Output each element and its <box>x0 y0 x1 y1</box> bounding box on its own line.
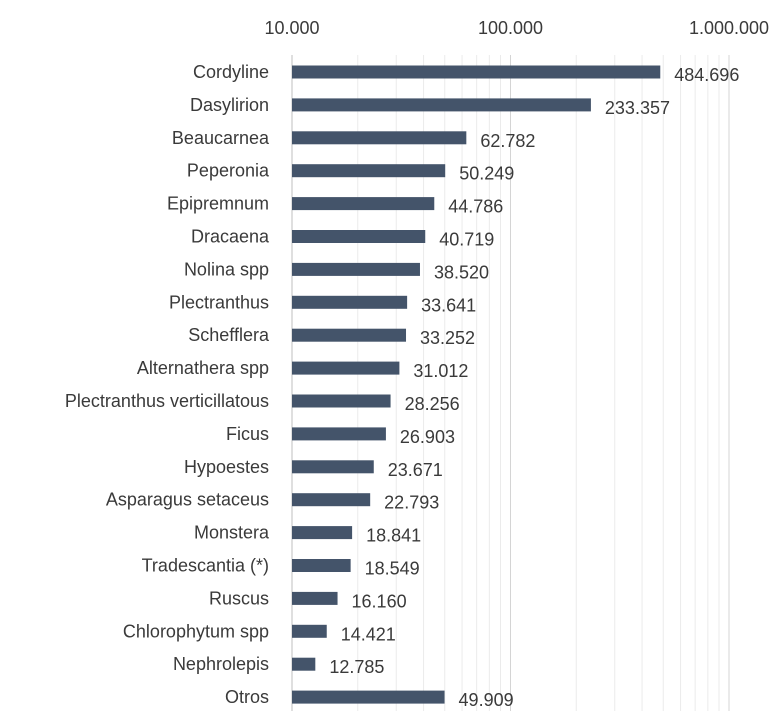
x-tick-label: 1.000.000 <box>689 18 769 38</box>
category-label: Ruscus <box>209 588 269 608</box>
data-label: 49.909 <box>459 690 514 710</box>
bar <box>292 657 316 671</box>
bar <box>292 98 591 112</box>
category-label: Ficus <box>226 424 269 444</box>
bar <box>292 262 420 276</box>
data-label: 40.719 <box>439 230 494 250</box>
data-label: 14.421 <box>341 624 396 644</box>
category-label: Dracaena <box>191 227 270 247</box>
data-label: 18.549 <box>365 559 420 579</box>
data-label: 33.641 <box>421 295 476 315</box>
category-label: Plectranthus <box>169 292 269 312</box>
category-labels: Cordyline Dasylirion Beaucarnea Peperonia Ep… <box>65 62 270 707</box>
data-label: 23.671 <box>388 460 443 480</box>
category-label: Peperonia <box>187 161 270 181</box>
category-label: Tradescantia (*) <box>142 556 269 576</box>
data-label: 38.520 <box>434 262 489 282</box>
bar <box>292 131 467 145</box>
category-label: Schefflera <box>188 325 270 345</box>
grid-lines <box>291 55 730 711</box>
x-tick-label: 100.000 <box>478 18 543 38</box>
bar <box>292 591 338 605</box>
data-label: 62.782 <box>480 131 535 151</box>
bar <box>292 164 446 178</box>
data-label: 484.696 <box>674 65 739 85</box>
bar <box>292 460 374 474</box>
data-label: 31.012 <box>413 361 468 381</box>
bar <box>292 559 351 572</box>
x-tick-label: 10.000 <box>264 18 319 38</box>
bar <box>292 493 371 507</box>
data-label: 44.786 <box>448 197 503 217</box>
category-label: Nolina spp <box>184 259 269 279</box>
bar <box>292 230 426 243</box>
bar <box>292 624 327 638</box>
bar <box>292 394 391 408</box>
data-label: 233.357 <box>605 98 670 118</box>
category-label: Epipremnum <box>167 194 269 214</box>
data-label: 50.249 <box>459 164 514 184</box>
bars <box>292 65 661 704</box>
data-label: 12.785 <box>329 657 384 677</box>
category-label: Chlorophytum spp <box>123 621 269 641</box>
bar <box>292 65 661 79</box>
bar <box>292 526 353 540</box>
category-label: Hypoestes <box>184 457 269 477</box>
category-label: Alternathera spp <box>137 358 269 378</box>
bar <box>292 427 386 441</box>
bar <box>292 328 407 342</box>
bar <box>292 361 400 375</box>
bar <box>292 295 408 309</box>
data-label: 26.903 <box>400 427 455 447</box>
x-tick-labels: 10.000 100.000 1.000.000 <box>264 18 769 38</box>
category-label: Nephrolepis <box>173 654 269 674</box>
data-label: 18.841 <box>366 526 421 546</box>
data-label: 28.256 <box>405 394 460 414</box>
bar <box>292 690 445 704</box>
category-label: Plectranthus verticillatous <box>65 391 269 411</box>
data-label: 33.252 <box>420 328 475 348</box>
category-label: Monstera <box>194 523 270 543</box>
bar <box>292 197 435 211</box>
data-label: 16.160 <box>352 591 407 611</box>
data-label: 22.793 <box>384 493 439 513</box>
category-label: Asparagus setaceus <box>106 490 269 510</box>
category-label: Otros <box>225 687 269 707</box>
category-label: Cordyline <box>193 62 269 82</box>
category-label: Dasylirion <box>190 95 269 115</box>
category-label: Beaucarnea <box>172 128 270 148</box>
